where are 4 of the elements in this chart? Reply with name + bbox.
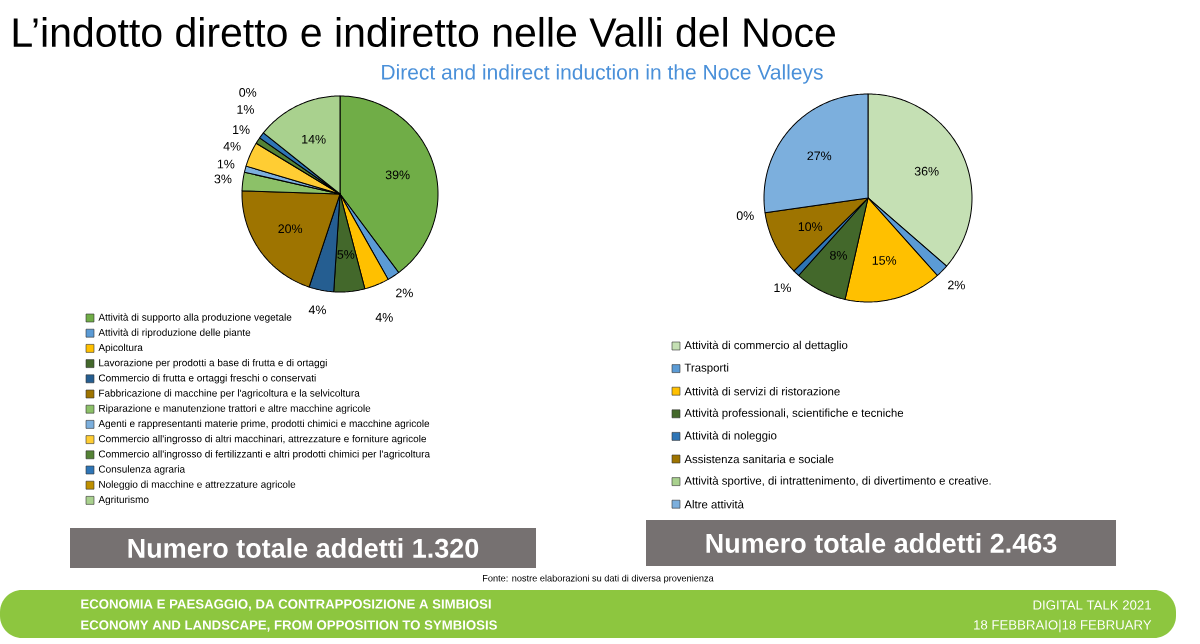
text: Numero totale addetti 2.463 [706,533,1057,553]
text: Direct and indirect induction in the Noce Valleys [382,64,823,84]
chart-title: L’indotto diretto e indiretto nelle Valli del Noce [13,16,835,48]
text: Numero totale addetti 1.320 [128,538,479,558]
